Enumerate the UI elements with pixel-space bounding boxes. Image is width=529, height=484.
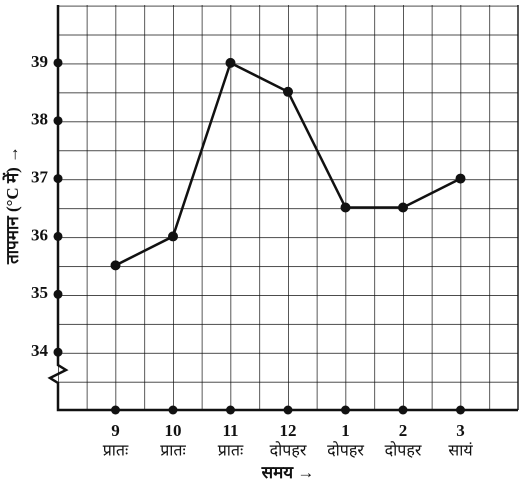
x-tick-label: 1: [341, 421, 350, 440]
y-tick-dot: [53, 289, 63, 299]
point: [398, 202, 408, 213]
x-tick-period: प्रातः: [103, 443, 129, 460]
point: [225, 57, 236, 68]
x-tick-period: प्रातः: [218, 443, 244, 460]
x-tick-dot: [341, 405, 350, 415]
x-tick-dot: [283, 405, 293, 415]
grid: [58, 5, 518, 410]
y-tick-label: 39: [31, 52, 48, 71]
axes: [47, 5, 518, 412]
y-tick-dot: [53, 174, 63, 184]
x-axis-label: समय →: [261, 463, 315, 482]
x-tick-dot: [168, 405, 178, 415]
x-tick-dot: [398, 405, 408, 415]
point: [455, 173, 466, 184]
y-tick-label: 34: [31, 341, 49, 360]
y-tick-label: 37: [31, 167, 49, 186]
x-tick-label: 3: [456, 421, 465, 440]
point: [168, 231, 178, 242]
x-tick-period: सायं: [448, 442, 473, 460]
y-tick-dot: [53, 347, 63, 357]
x-tick-period: दोपहर: [385, 441, 422, 460]
y-tick-dot: [53, 58, 63, 68]
x-tick-label: 11: [222, 421, 238, 440]
x-tick-label: 9: [111, 421, 120, 440]
x-tick-dot: [456, 405, 465, 415]
x-tick-dot: [226, 405, 235, 415]
y-tick-label: 38: [31, 110, 48, 129]
y-axis-label: तापमान (°C में) →: [2, 146, 22, 265]
point: [340, 202, 351, 213]
y-tick-dot: [53, 231, 63, 241]
y-tick-label: 36: [31, 225, 48, 244]
y-tick-dot: [53, 116, 63, 126]
x-tick-period: प्रातः: [160, 443, 186, 460]
x-tick-period: दोपहर: [327, 441, 364, 460]
point: [283, 86, 293, 97]
x-tick-label: 10: [165, 421, 182, 440]
x-tick-label: 12: [280, 421, 297, 440]
x-tick-period: दोपहर: [270, 441, 307, 460]
x-tick-dot: [111, 405, 120, 415]
y-tick-label: 35: [31, 283, 48, 302]
point: [110, 260, 121, 271]
x-tick-label: 2: [399, 421, 408, 440]
